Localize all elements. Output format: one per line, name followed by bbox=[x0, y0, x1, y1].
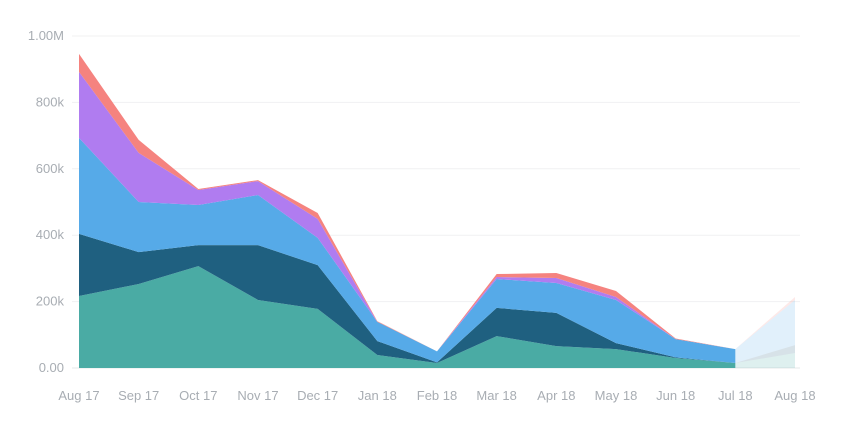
x-tick-label: Aug 18 bbox=[774, 388, 815, 403]
x-tick-label: Mar 18 bbox=[476, 388, 516, 403]
y-tick-label: 400k bbox=[36, 227, 65, 242]
areas bbox=[79, 53, 795, 368]
y-tick-label: 600k bbox=[36, 161, 65, 176]
x-tick-label: Nov 17 bbox=[237, 388, 278, 403]
y-tick-label: 800k bbox=[36, 94, 65, 109]
area-series-2-projection bbox=[735, 345, 795, 364]
area-series-1-projection bbox=[735, 353, 795, 368]
x-axis: Aug 17 Sep 17 Oct 17 Nov 17 Dec 17 Jan 1… bbox=[58, 388, 815, 403]
area-series-4-projection bbox=[735, 299, 795, 350]
area-series-5-projection bbox=[735, 296, 795, 350]
area-series-1 bbox=[79, 266, 736, 368]
x-tick-label: Apr 18 bbox=[537, 388, 575, 403]
x-tick-label: Oct 17 bbox=[179, 388, 217, 403]
x-tick-label: Feb 18 bbox=[417, 388, 457, 403]
x-tick-label: Jun 18 bbox=[656, 388, 695, 403]
x-tick-label: Jan 18 bbox=[358, 388, 397, 403]
area-series-3-projection bbox=[735, 299, 795, 364]
y-tick-label: 1.00M bbox=[28, 28, 64, 43]
y-tick-label: 0.00 bbox=[39, 360, 64, 375]
x-tick-label: May 18 bbox=[595, 388, 638, 403]
area-series-3 bbox=[79, 137, 736, 364]
area-series-2 bbox=[79, 233, 736, 364]
x-tick-label: Jul 18 bbox=[718, 388, 753, 403]
y-axis: 0.00 200k 400k 600k 800k 1.00M bbox=[28, 28, 65, 375]
x-tick-label: Sep 17 bbox=[118, 388, 159, 403]
x-tick-label: Dec 17 bbox=[297, 388, 338, 403]
x-tick-label: Aug 17 bbox=[58, 388, 99, 403]
y-tick-label: 200k bbox=[36, 294, 65, 309]
